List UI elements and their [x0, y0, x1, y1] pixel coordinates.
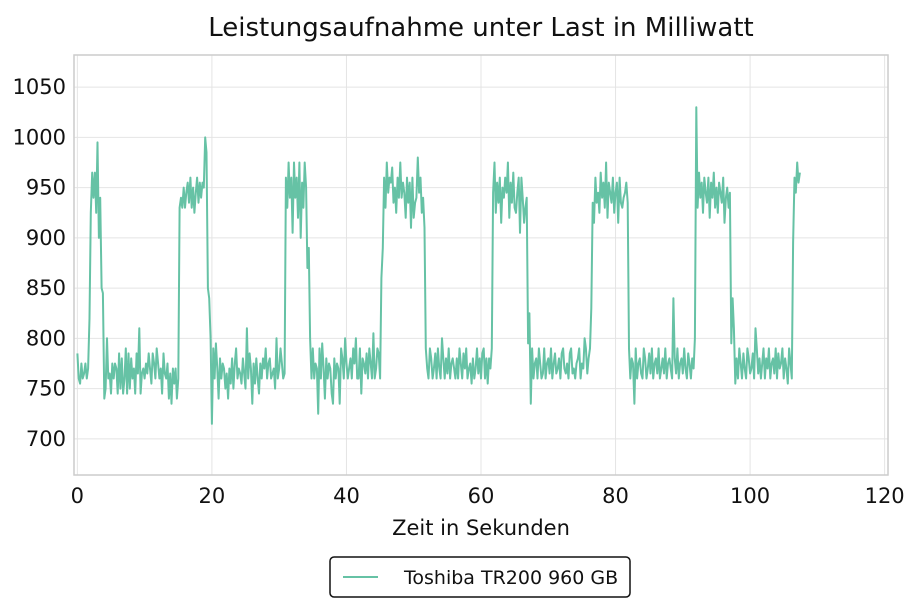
- y-tick-label: 850: [26, 276, 66, 300]
- plot-frame: [73, 54, 889, 476]
- grid: [74, 55, 888, 475]
- legend-label: Toshiba TR200 960 GB: [403, 567, 618, 589]
- chart-title: Leistungsaufnahme unter Last in Milliwat…: [208, 13, 753, 43]
- y-tick-label: 1000: [13, 125, 66, 149]
- y-tick-label: 700: [26, 427, 66, 451]
- y-tick-label: 900: [26, 226, 66, 250]
- x-axis-ticks: 0 20 40 60 80 100 120: [71, 484, 905, 508]
- x-axis-label: Zeit in Sekunden: [392, 516, 570, 540]
- x-tick-label: 0: [71, 484, 84, 508]
- x-tick-label: 60: [468, 484, 495, 508]
- y-tick-label: 750: [26, 377, 66, 401]
- x-tick-label: 20: [199, 484, 226, 508]
- y-axis-ticks: 700 750 800 850 900 950 1000 1050: [13, 75, 66, 451]
- y-tick-label: 800: [26, 326, 66, 350]
- y-tick-label: 950: [26, 176, 66, 200]
- legend-box: [329, 556, 631, 598]
- series-layer: [76, 106, 801, 425]
- x-tick-label: 120: [865, 484, 905, 508]
- x-tick-label: 40: [333, 484, 360, 508]
- series-line: [76, 106, 801, 425]
- x-tick-label: 100: [730, 484, 770, 508]
- y-tick-label: 1050: [13, 75, 66, 99]
- x-tick-label: 80: [602, 484, 629, 508]
- legend: Toshiba TR200 960 GB: [329, 556, 631, 598]
